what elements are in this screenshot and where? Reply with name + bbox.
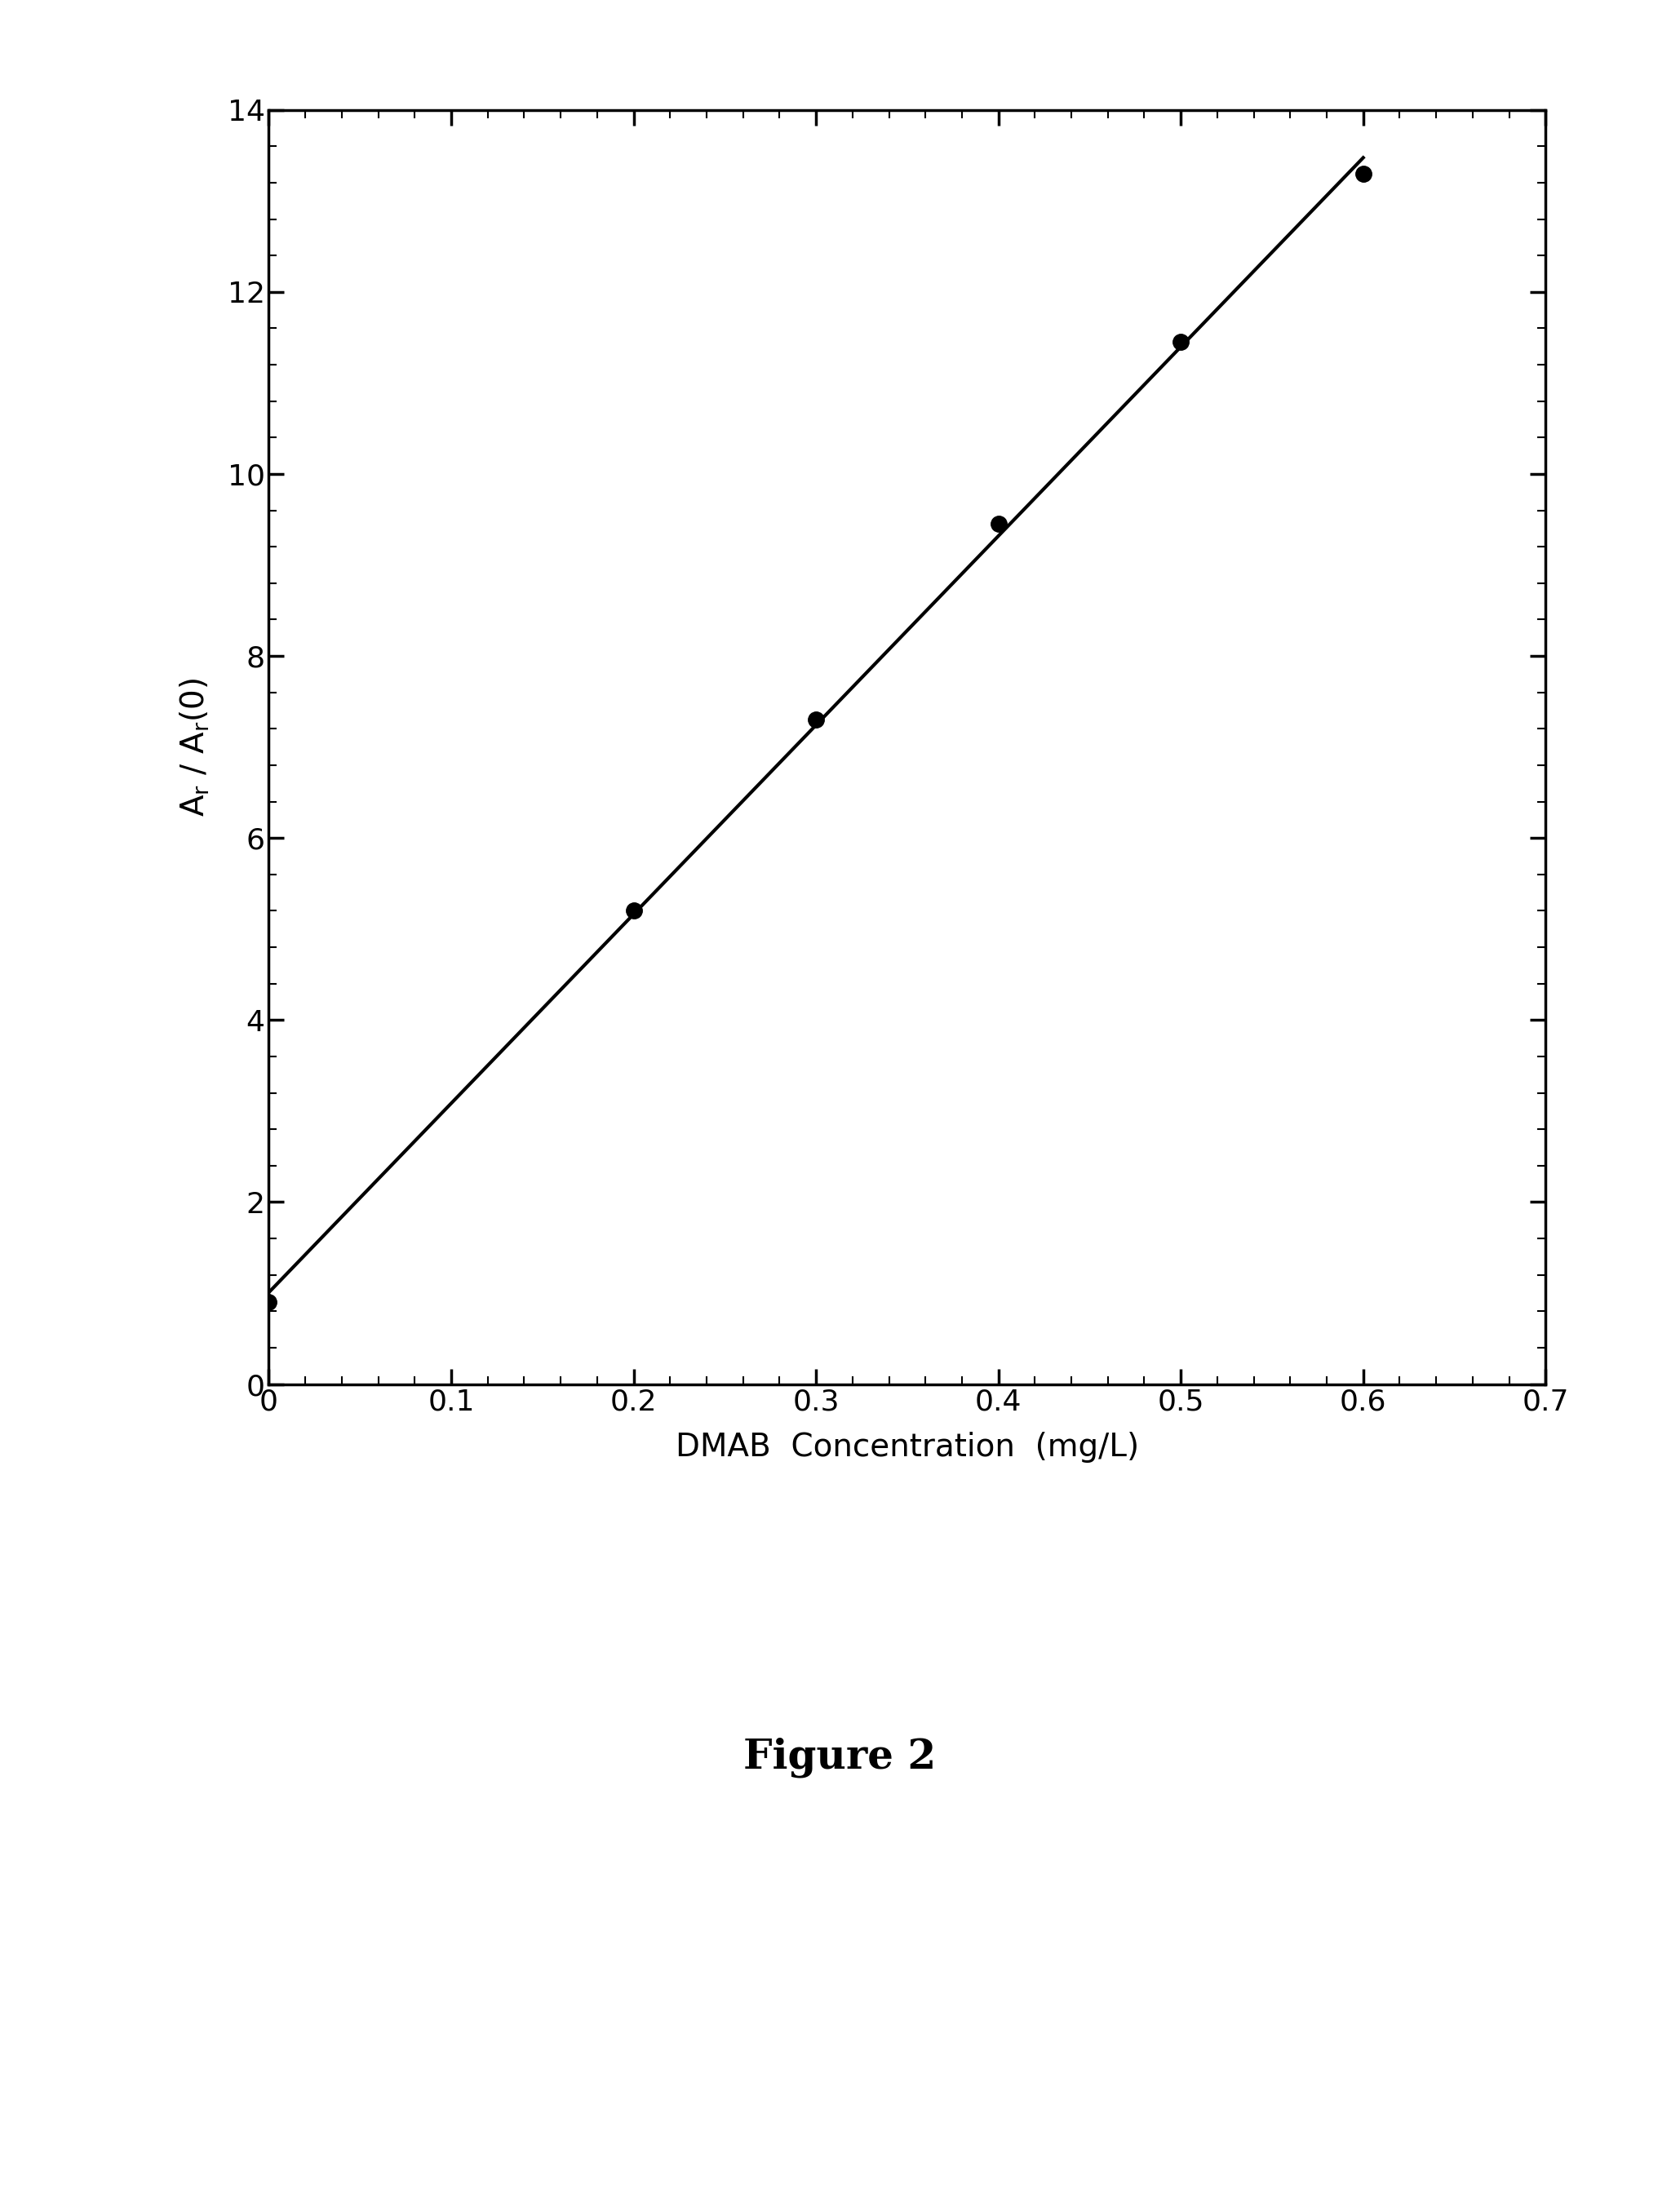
X-axis label: DMAB  Concentration  (mg/L): DMAB Concentration (mg/L) bbox=[675, 1432, 1139, 1463]
Y-axis label: $\mathregular{A_r\ /\ A_r(0)}$: $\mathregular{A_r\ /\ A_r(0)}$ bbox=[178, 677, 212, 817]
Text: Figure 2: Figure 2 bbox=[744, 1738, 936, 1777]
